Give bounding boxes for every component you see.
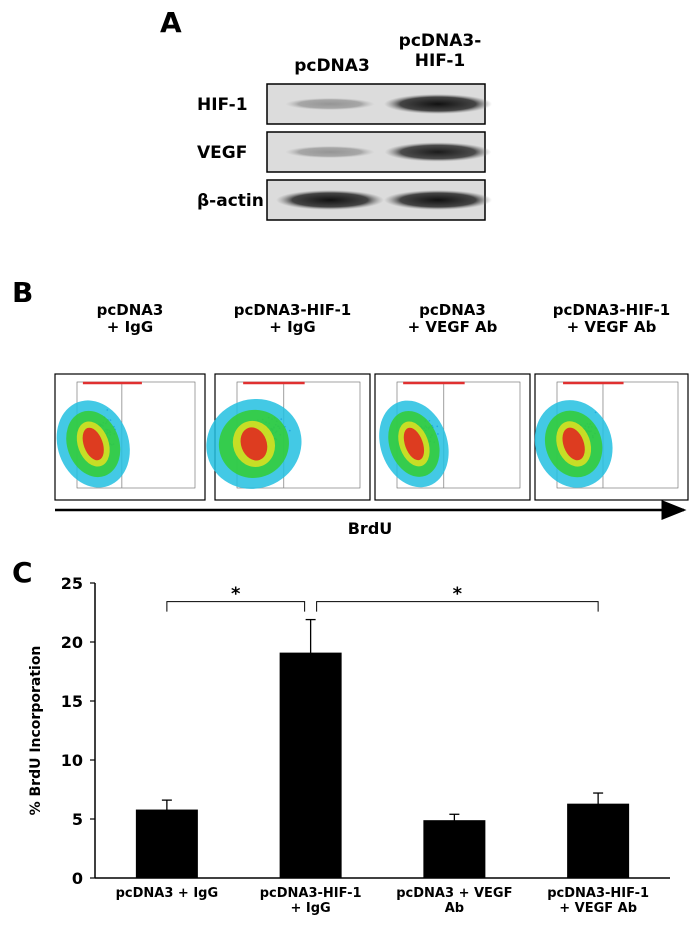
- flow-condition-label: pcDNA3 + VEGF Ab: [407, 301, 498, 337]
- flow-density: [82, 427, 104, 461]
- flow-condition-label: pcDNA3-HIF-1 + IgG: [233, 301, 352, 337]
- y-tick-label: 15: [61, 692, 83, 711]
- x-tick-label: pcDNA3 + IgG: [115, 886, 219, 901]
- blot-column-label: pcDNA3: [294, 56, 370, 76]
- x-tick-label: pcDNA3 + VEGF Ab: [396, 886, 513, 916]
- x-tick-label: pcDNA3-HIF-1 + VEGF Ab: [547, 886, 650, 916]
- x-tick-label: pcDNA3-HIF-1 + IgG: [259, 886, 362, 916]
- blot-band: [384, 190, 492, 210]
- blot-row-label: VEGF: [197, 143, 247, 163]
- blot-column-label: pcDNA3- HIF-1: [398, 31, 482, 71]
- blot-band: [276, 190, 384, 210]
- bar: [423, 820, 486, 878]
- bar: [135, 809, 198, 878]
- blot-band: [285, 97, 375, 111]
- significance-bracket: [166, 601, 306, 612]
- panel-label: C: [12, 556, 33, 589]
- flow-density: [403, 427, 425, 461]
- y-axis-label: % BrdU Incorporation: [28, 646, 44, 816]
- significance-bracket: [316, 601, 599, 612]
- blot-band: [285, 145, 375, 159]
- blot-row-label: HIF-1: [197, 95, 248, 115]
- panel-label: A: [160, 6, 182, 39]
- blot-band: [384, 142, 492, 162]
- y-tick-label: 5: [72, 810, 83, 829]
- y-tick-label: 0: [72, 869, 83, 888]
- blot-band: [384, 94, 492, 114]
- flow-condition-label: pcDNA3-HIF-1 + VEGF Ab: [552, 301, 671, 337]
- bar: [567, 803, 630, 878]
- y-tick-label: 10: [61, 751, 83, 770]
- significance-label: *: [453, 584, 463, 605]
- blot-row-label: β-actin: [197, 191, 264, 211]
- y-tick-label: 20: [61, 633, 83, 652]
- flow-condition-label: pcDNA3 + IgG: [96, 301, 164, 337]
- significance-label: *: [231, 584, 241, 605]
- flow-axis-label: BrdU: [347, 519, 393, 538]
- bar: [279, 652, 342, 878]
- flow-density: [240, 427, 268, 461]
- y-tick-label: 25: [61, 574, 83, 593]
- panel-label: B: [12, 276, 33, 309]
- flow-density: [562, 427, 585, 461]
